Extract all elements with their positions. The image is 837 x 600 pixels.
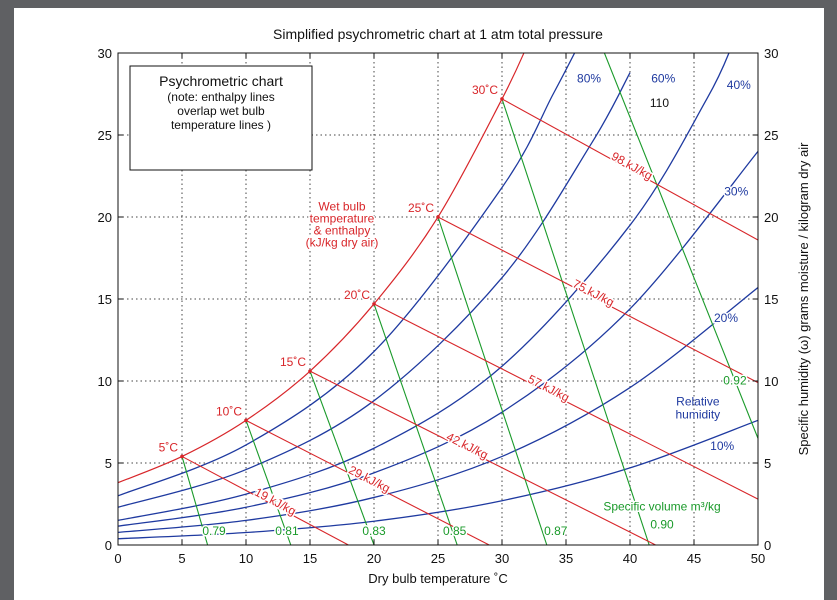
- wet-bulb-temp-label: 10˚C: [216, 404, 242, 418]
- rh-curve: [118, 150, 758, 527]
- grid: [118, 53, 758, 545]
- x-tick-label: 5: [178, 551, 185, 566]
- rh-curve: [118, 72, 631, 508]
- wet-bulb-line: [437, 216, 758, 384]
- rh-label: 80%: [577, 72, 601, 86]
- specific-volume-label: 0.92: [723, 373, 747, 387]
- specific-volume-line: [437, 216, 548, 545]
- y-tick-label-right: 30: [764, 46, 778, 61]
- x-tick-label: 20: [367, 551, 381, 566]
- wet-bulb-line: [245, 419, 490, 545]
- note-line-2: (note: enthalpy lines: [167, 90, 274, 104]
- rh-label: 40%: [727, 78, 751, 92]
- x-tick-label: 45: [687, 551, 701, 566]
- x-tick-label: 50: [751, 551, 765, 566]
- rh-title-line: humidity: [675, 408, 720, 422]
- y-tick-label-left: 15: [98, 292, 112, 307]
- rh-curve: [118, 53, 576, 497]
- rh-title-line: Relative: [676, 395, 720, 409]
- x-tick-label: 30: [495, 551, 509, 566]
- wet-bulb-line: [373, 303, 758, 500]
- enthalpy-label: 19 kJ/kg: [252, 485, 298, 518]
- specific-volume-label: 0.81: [275, 524, 299, 538]
- note-line-4: temperature lines ): [171, 118, 271, 132]
- y-tick-label-right: 0: [764, 538, 771, 553]
- chart-title: Simplified psychrometric chart at 1 atm …: [273, 26, 603, 42]
- specific-volume-line: [309, 370, 375, 545]
- x-axis-label: Dry bulb temperature ˚C: [368, 571, 507, 586]
- x-tick-label: 0: [114, 551, 121, 566]
- y-axis-label: Specific humidity (ω) grams moisture / k…: [796, 142, 811, 456]
- note-line-1: Psychrometric chart: [159, 73, 283, 89]
- rh-label: 60%: [651, 72, 675, 86]
- x-tick-label: 40: [623, 551, 637, 566]
- y-tick-label-right: 20: [764, 210, 778, 225]
- specific-volume-line: [181, 456, 209, 545]
- specific-volume-label: 0.87: [544, 524, 568, 538]
- x-tick-label: 25: [431, 551, 445, 566]
- specific-volume-label: 0.90: [650, 518, 674, 532]
- psychrometric-chart: Simplified psychrometric chart at 1 atm …: [98, 26, 811, 586]
- wet-bulb-temp-label: 20˚C: [344, 288, 370, 302]
- specific-volume-line: [603, 53, 758, 439]
- specific-volume-title: Specific volume m³/kg: [603, 500, 720, 514]
- wet-bulb-temp-label: 5˚C: [159, 440, 179, 454]
- y-tick-label-left: 30: [98, 46, 112, 61]
- rh-label: 30%: [724, 185, 748, 199]
- y-tick-label-left: 10: [98, 374, 112, 389]
- y-tick-label-left: 5: [105, 456, 112, 471]
- wet-bulb-title-line: & enthalpy: [314, 223, 371, 237]
- wet-bulb-title-line: (kJ/kg dry air): [306, 235, 379, 249]
- wet-bulb-line: [181, 455, 349, 545]
- x-tick-label: 15: [303, 551, 317, 566]
- x-tick-label: 10: [239, 551, 253, 566]
- note-box: Psychrometric chart (note: enthalpy line…: [129, 65, 313, 171]
- wet-bulb-line: [501, 98, 758, 241]
- wet-bulb-line: [309, 370, 656, 545]
- enthalpy-label: 42 kJ/kg: [444, 430, 490, 463]
- note-box-border: [129, 65, 313, 171]
- y-tick-label-right: 5: [764, 456, 771, 471]
- rh-curve: [118, 53, 730, 522]
- specific-volume-label: 0.85: [443, 524, 467, 538]
- specific-volume-lines: [181, 53, 758, 545]
- specific-volume-label: 0.83: [362, 524, 386, 538]
- rh-label: 20%: [714, 311, 738, 325]
- y-tick-label-right: 15: [764, 292, 778, 307]
- y-tick-label-right: 25: [764, 128, 778, 143]
- rh-curve: [118, 287, 758, 534]
- wet-bulb-title-line: temperature: [310, 211, 375, 225]
- wet-bulb-temp-label: 30˚C: [472, 83, 498, 97]
- specific-volume-line: [501, 98, 650, 545]
- saturation-curve-line: [118, 53, 525, 484]
- rh-curve: [118, 419, 758, 540]
- wet-bulb-temp-label: 15˚C: [280, 355, 306, 369]
- y-tick-label-left: 20: [98, 210, 112, 225]
- enthalpy-label: 98 kJ/kg: [609, 149, 655, 183]
- enthalpy-label: 75 kJ/kg: [570, 276, 616, 309]
- wet-bulb-temp-label: 25˚C: [408, 201, 434, 215]
- y-tick-label-left: 0: [105, 538, 112, 553]
- wet-bulb-title-line: Wet bulb: [318, 199, 365, 213]
- specific-volume-label: 0.79: [202, 524, 226, 538]
- rh-label: 10%: [710, 439, 734, 453]
- enthalpy-label: 29 kJ/kg: [346, 463, 392, 496]
- note-line-3: overlap wet bulb: [177, 104, 265, 118]
- y-tick-label-right: 10: [764, 374, 778, 389]
- enthalpy-label-110: 110: [650, 96, 669, 110]
- y-tick-label-left: 25: [98, 128, 112, 143]
- chart-frame: Simplified psychrometric chart at 1 atm …: [14, 8, 824, 600]
- x-tick-label: 35: [559, 551, 573, 566]
- saturation-curve: [118, 53, 525, 484]
- specific-volume-line: [245, 420, 292, 545]
- relative-humidity-lines: [118, 53, 758, 540]
- enthalpy-label: 57 kJ/kg: [526, 372, 572, 405]
